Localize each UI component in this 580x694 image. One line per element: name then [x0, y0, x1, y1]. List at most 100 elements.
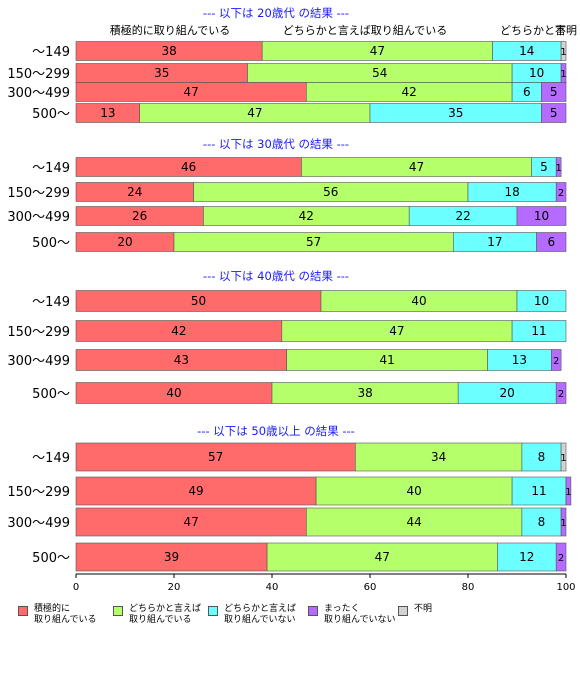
data-label: 1 — [565, 487, 571, 498]
row-label: 500〜 — [32, 107, 70, 122]
data-label: 24 — [127, 185, 142, 199]
bar-segment — [516, 206, 567, 226]
row-label: 〜149 — [32, 161, 70, 176]
row-label: 500〜 — [32, 387, 70, 402]
data-label: 2 — [558, 553, 564, 564]
legend-label: どちらかと言えば 取り組んでいる — [129, 604, 202, 625]
data-label: 47 — [184, 515, 199, 529]
data-label: 1 — [560, 69, 566, 80]
x-tick-label: 20 — [168, 582, 181, 593]
category-header: どちらかと言 — [500, 24, 566, 37]
data-label: 11 — [531, 484, 546, 498]
group-title: --- 以下は 30歳代 の結果 --- — [203, 137, 349, 151]
row-label: 〜149 — [32, 45, 70, 60]
data-label: 47 — [184, 85, 199, 99]
bar-segment — [541, 82, 567, 102]
row-label: 150〜299 — [7, 485, 70, 500]
bar-segment — [75, 542, 268, 572]
bar-segment — [536, 232, 567, 252]
bar-segment — [555, 542, 567, 572]
chart-legend: 積極的に 取り組んでいる どちらかと言えば 取り組んでいる どちらかと言えば 取り組… — [18, 604, 578, 638]
bar-segment — [75, 442, 356, 472]
row-label: 〜149 — [32, 295, 70, 310]
bar-segment — [266, 542, 498, 572]
data-label: 47 — [389, 324, 404, 338]
data-label: 22 — [455, 209, 470, 223]
data-label: 35 — [448, 106, 463, 120]
data-label: 47 — [409, 160, 424, 174]
data-label: 38 — [357, 386, 372, 400]
data-label: 18 — [504, 185, 519, 199]
legend-item: どちらかと言えば 取り組んでいる — [113, 604, 201, 626]
data-label: 6 — [523, 85, 531, 99]
bar-segment — [315, 476, 513, 506]
x-tick-label: 60 — [364, 582, 377, 593]
data-label: 12 — [519, 550, 534, 564]
legend-swatch — [398, 606, 408, 616]
data-label: 10 — [534, 209, 549, 223]
legend-swatch — [113, 606, 123, 616]
bar-segment — [305, 507, 523, 537]
legend-label: 不明 — [414, 604, 433, 614]
legend-swatch — [308, 606, 318, 616]
data-label: 42 — [171, 324, 186, 338]
row-label: 150〜299 — [7, 325, 70, 340]
legend-label: 積極的に 取り組んでいる — [34, 604, 97, 625]
legend-item: どちらかと言えば 取り組んでいない — [208, 604, 296, 626]
data-label: 11 — [531, 324, 546, 338]
bar-segment — [521, 442, 562, 472]
data-label: 13 — [100, 106, 115, 120]
data-label: 40 — [406, 484, 421, 498]
row-label: 〜149 — [32, 451, 70, 466]
data-label: 50 — [191, 294, 206, 308]
bar-segment — [550, 349, 562, 371]
data-label: 20 — [500, 386, 515, 400]
data-label: 40 — [411, 294, 426, 308]
data-label: 34 — [431, 450, 446, 464]
bar-segment — [75, 476, 317, 506]
bar-segment — [565, 476, 572, 506]
data-label: 38 — [161, 44, 176, 58]
data-label: 6 — [547, 235, 555, 249]
data-label: 1 — [560, 47, 566, 58]
x-tick-label: 80 — [462, 582, 475, 593]
data-label: 17 — [487, 235, 502, 249]
data-label: 5 — [540, 160, 548, 174]
legend-item: 積極的に 取り組んでいる — [18, 604, 97, 626]
group-title: --- 以下は 50歳以上 の結果 --- — [197, 424, 355, 438]
group-title: --- 以下は 40歳代 の結果 --- — [203, 269, 349, 283]
data-label: 44 — [406, 515, 421, 529]
data-label: 47 — [247, 106, 262, 120]
data-label: 54 — [372, 66, 387, 80]
x-tick-label: 40 — [266, 582, 279, 593]
data-label: 42 — [402, 85, 417, 99]
data-label: 2 — [558, 389, 564, 400]
data-label: 47 — [370, 44, 385, 58]
category-header: どちらかと言えば取り組んでいる — [283, 24, 447, 37]
bar-segment — [560, 507, 567, 537]
data-label: 35 — [154, 66, 169, 80]
row-label: 150〜299 — [7, 186, 70, 201]
row-label: 500〜 — [32, 236, 70, 251]
data-label: 41 — [380, 353, 395, 367]
data-label: 5 — [550, 85, 558, 99]
data-label: 47 — [375, 550, 390, 564]
data-label: 5 — [550, 106, 558, 120]
data-label: 1 — [560, 518, 566, 529]
data-label: 57 — [306, 235, 321, 249]
data-label: 57 — [208, 450, 223, 464]
data-label: 49 — [188, 484, 203, 498]
legend-label: まったく 取り組んでいない — [324, 604, 396, 625]
bar-segment — [521, 507, 562, 537]
row-label: 300〜499 — [7, 210, 70, 225]
legend-swatch — [18, 606, 28, 616]
data-label: 26 — [132, 209, 147, 223]
bar-segment — [560, 442, 567, 472]
bar-segment — [354, 442, 523, 472]
data-label: 1 — [555, 163, 561, 174]
data-label: 1 — [560, 453, 566, 464]
data-label: 10 — [529, 66, 544, 80]
data-label: 13 — [512, 353, 527, 367]
legend-swatch — [208, 606, 218, 616]
